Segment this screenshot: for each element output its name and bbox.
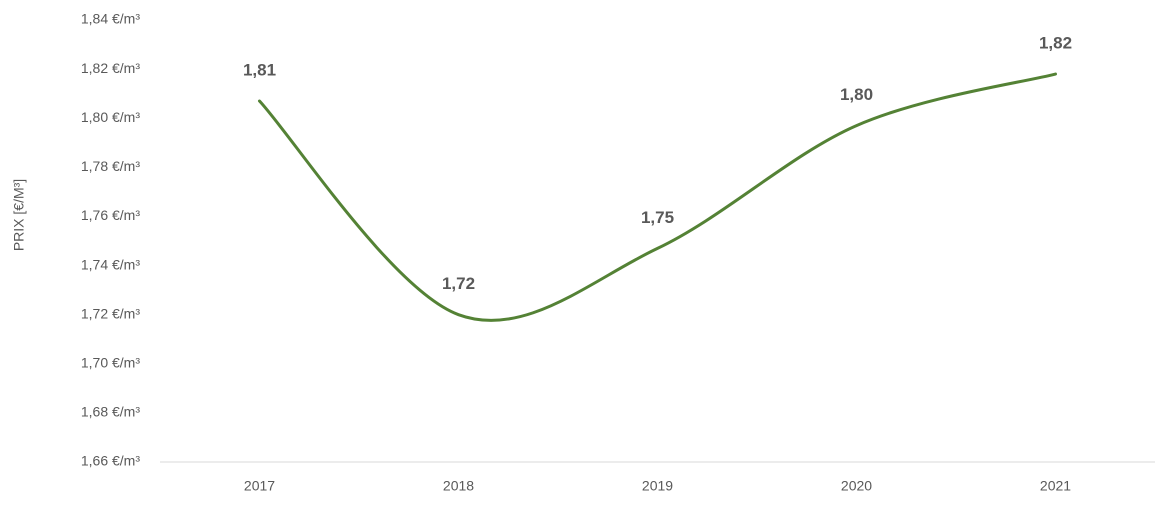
x-tick-label: 2019 [642, 478, 673, 494]
y-tick-label: 1,80 €/m³ [81, 109, 140, 125]
y-tick-label: 1,78 €/m³ [81, 158, 140, 174]
line [258, 72, 1057, 322]
data-label: 1,75 [641, 208, 674, 227]
y-tick-label: 1,66 €/m³ [81, 453, 140, 469]
y-tick-label: 1,74 €/m³ [81, 256, 140, 272]
y-tick-label: 1,70 €/m³ [81, 354, 140, 370]
data-label: 1,82 [1039, 34, 1072, 53]
y-axis-label: PRIX [€/M³] [11, 179, 27, 251]
y-tick-label: 1,76 €/m³ [81, 207, 140, 223]
y-tick-label: 1,84 €/m³ [81, 11, 140, 27]
y-tick-label: 1,82 €/m³ [81, 60, 140, 76]
x-tick-label: 2020 [841, 478, 872, 494]
y-tick-label: 1,72 €/m³ [81, 305, 140, 321]
x-tick-label: 2017 [244, 478, 275, 494]
data-label: 1,72 [442, 274, 475, 293]
data-label: 1,80 [840, 85, 873, 104]
y-tick-label: 1,68 €/m³ [81, 404, 140, 420]
x-tick-label: 2018 [443, 478, 474, 494]
data-label: 1,81 [243, 61, 276, 80]
x-tick-label: 2021 [1040, 478, 1071, 494]
